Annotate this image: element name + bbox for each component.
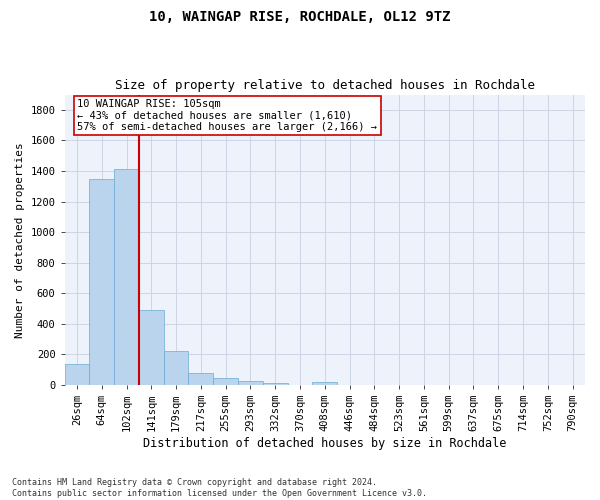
Bar [164,350,188,385]
Bar [89,178,114,385]
Bar [139,310,164,385]
X-axis label: Distribution of detached houses by size in Rochdale: Distribution of detached houses by size … [143,437,506,450]
Bar [313,382,337,385]
Bar [65,364,89,385]
Text: 10, WAINGAP RISE, ROCHDALE, OL12 9TZ: 10, WAINGAP RISE, ROCHDALE, OL12 9TZ [149,10,451,24]
Bar [213,378,238,385]
Bar [114,170,139,385]
Text: Contains HM Land Registry data © Crown copyright and database right 2024.
Contai: Contains HM Land Registry data © Crown c… [12,478,427,498]
Bar [263,382,287,385]
Y-axis label: Number of detached properties: Number of detached properties [15,142,25,338]
Bar [188,374,213,385]
Bar [238,380,263,385]
Title: Size of property relative to detached houses in Rochdale: Size of property relative to detached ho… [115,79,535,92]
Text: 10 WAINGAP RISE: 105sqm
← 43% of detached houses are smaller (1,610)
57% of semi: 10 WAINGAP RISE: 105sqm ← 43% of detache… [77,99,377,132]
